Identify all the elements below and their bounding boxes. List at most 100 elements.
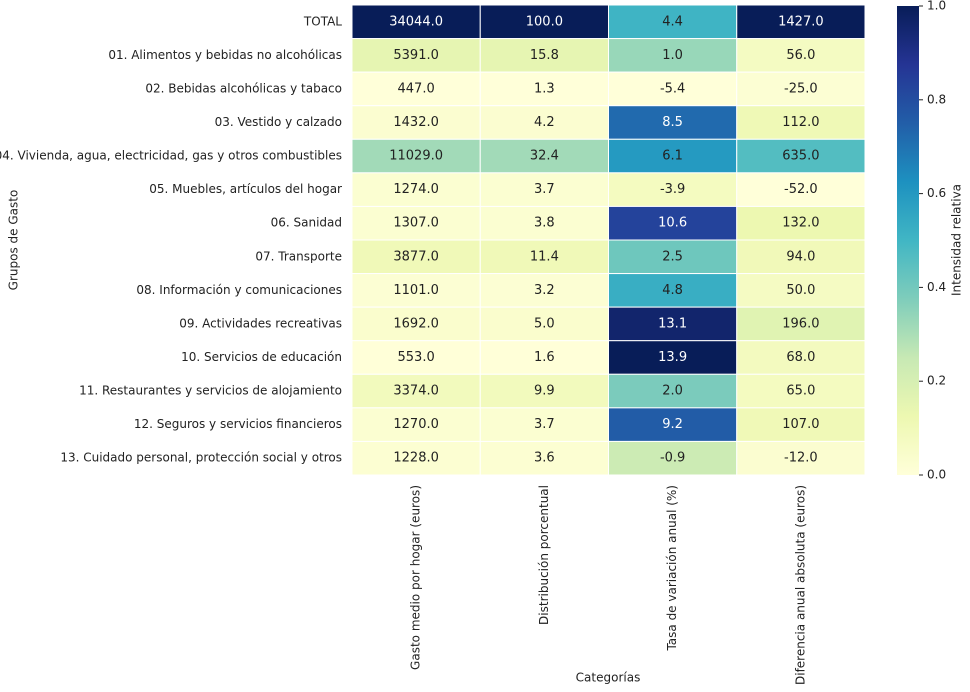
cell-label: 447.0 — [398, 81, 435, 96]
heatmap-cell — [479, 172, 609, 207]
cell-label: 2.5 — [662, 249, 683, 264]
cell-label: 3.6 — [534, 451, 555, 466]
heatmap-cell — [608, 4, 738, 40]
heatmap-cell — [736, 306, 866, 342]
heatmap-cell — [608, 172, 738, 207]
heatmap-cell — [736, 273, 866, 308]
cell-label: -25.0 — [784, 81, 818, 96]
y-tick-label: 07. Transporte — [255, 249, 342, 263]
heatmap-cell — [736, 38, 866, 73]
heatmap-cell — [608, 340, 738, 375]
colorbar-label: Intensidad relativa — [950, 184, 964, 296]
y-tick-label: TOTAL — [303, 14, 342, 28]
cell-label: 1432.0 — [393, 115, 439, 130]
cell-label: 94.0 — [786, 249, 815, 264]
y-tick-label: 06. Sanidad — [271, 216, 342, 230]
cell-label: 13.1 — [658, 316, 687, 331]
cell-label: 13.9 — [658, 350, 687, 365]
heatmap-cell — [479, 38, 609, 73]
heatmap-cell — [351, 138, 481, 174]
heatmap-cell — [351, 306, 481, 342]
cell-label: 1307.0 — [393, 216, 439, 231]
heatmap-cell — [479, 105, 609, 140]
cell-label: 11.4 — [530, 249, 559, 264]
cell-label: 56.0 — [786, 48, 815, 63]
heatmap-cell — [608, 440, 738, 476]
y-tick-label: 01. Alimentos y bebidas no alcohólicas — [108, 48, 342, 62]
heatmap-cell — [351, 239, 481, 275]
y-tick-label: 09. Actividades recreativas — [179, 316, 342, 330]
cell-label: 196.0 — [782, 316, 819, 331]
colorbar-tick-label: 0.8 — [927, 92, 946, 106]
cell-label: 50.0 — [786, 283, 815, 298]
colorbar — [897, 6, 919, 475]
cell-label: -0.9 — [660, 451, 685, 466]
cell-label: 3.2 — [534, 283, 555, 298]
heatmap-cell — [479, 373, 609, 409]
cell-label: 1427.0 — [778, 14, 824, 29]
heatmap-cell — [479, 138, 609, 174]
heatmap-cell — [736, 440, 866, 476]
y-tick-label: 11. Restaurantes y servicios de alojamie… — [79, 384, 342, 398]
cell-label: 9.2 — [662, 417, 683, 432]
heatmap-cell — [479, 71, 609, 107]
heatmap-cell — [351, 407, 481, 442]
heatmap-cell — [608, 373, 738, 409]
cell-label: 553.0 — [398, 350, 435, 365]
x-tick-label: Gasto medio por hogar (euros) — [409, 485, 423, 670]
cell-label: 5391.0 — [393, 48, 439, 63]
y-tick-label: 13. Cuidado personal, protección social … — [60, 451, 342, 465]
heatmap-cell — [736, 205, 866, 241]
heatmap-cell — [736, 4, 866, 40]
colorbar-tick-label: 0.6 — [927, 186, 946, 200]
cell-label: 2.0 — [662, 384, 683, 399]
cell-label: 3877.0 — [393, 249, 439, 264]
cell-label: 1.3 — [534, 81, 555, 96]
heatmap-cell — [736, 340, 866, 375]
y-tick-label: 04. Vivienda, agua, electricidad, gas y … — [0, 149, 342, 163]
x-axis-label: Categorías — [576, 671, 641, 685]
cell-label: 68.0 — [786, 350, 815, 365]
cell-label: 6.1 — [662, 149, 683, 164]
cell-label: 132.0 — [782, 216, 819, 231]
heatmap-cell — [608, 306, 738, 342]
cell-label: 3.8 — [534, 216, 555, 231]
colorbar-tick-label: 0.2 — [927, 374, 946, 388]
colorbar-tick-label: 1.0 — [927, 0, 946, 13]
heatmap-cell — [736, 138, 866, 174]
cell-label: 34044.0 — [389, 14, 443, 29]
cell-label: 1692.0 — [393, 316, 439, 331]
cell-label: 3.7 — [534, 182, 555, 197]
cell-label: 635.0 — [782, 149, 819, 164]
cell-label: 100.0 — [526, 14, 563, 29]
cell-label: 4.8 — [662, 283, 683, 298]
x-tick-label: Distribución porcentual — [537, 485, 551, 625]
y-tick-label: 12. Seguros y servicios financieros — [134, 417, 342, 431]
cell-label: -5.4 — [660, 81, 685, 96]
y-axis-label: Grupos de Gasto — [7, 190, 21, 291]
y-tick-label: 10. Servicios de educación — [181, 350, 342, 364]
heatmap-cell — [736, 172, 866, 207]
heatmap-cell — [736, 373, 866, 409]
colorbar-tick-label: 0.4 — [927, 280, 946, 294]
cell-label: 4.4 — [662, 14, 683, 29]
cell-label: 8.5 — [662, 115, 683, 130]
y-tick-label: 03. Vestido y calzado — [215, 115, 342, 129]
heatmap-cell — [608, 239, 738, 275]
heatmap-cell — [736, 407, 866, 442]
cell-label: 1101.0 — [393, 283, 439, 298]
cell-label: 11029.0 — [389, 149, 443, 164]
y-tick-label: 05. Muebles, artículos del hogar — [149, 182, 342, 196]
heatmap-cell — [351, 373, 481, 409]
heatmap-cell — [736, 105, 866, 140]
heatmap-cell — [479, 440, 609, 476]
heatmap-cell — [351, 4, 481, 40]
x-tick-label: Tasa de variación anual (%) — [665, 485, 679, 652]
cell-label: -3.9 — [660, 182, 685, 197]
heatmap-cell — [608, 205, 738, 241]
cell-label: 1274.0 — [393, 182, 439, 197]
cell-label: 1.6 — [534, 350, 555, 365]
x-tick-label: Diferencia anual absoluta (euros) — [793, 485, 807, 685]
cell-label: -12.0 — [784, 451, 818, 466]
